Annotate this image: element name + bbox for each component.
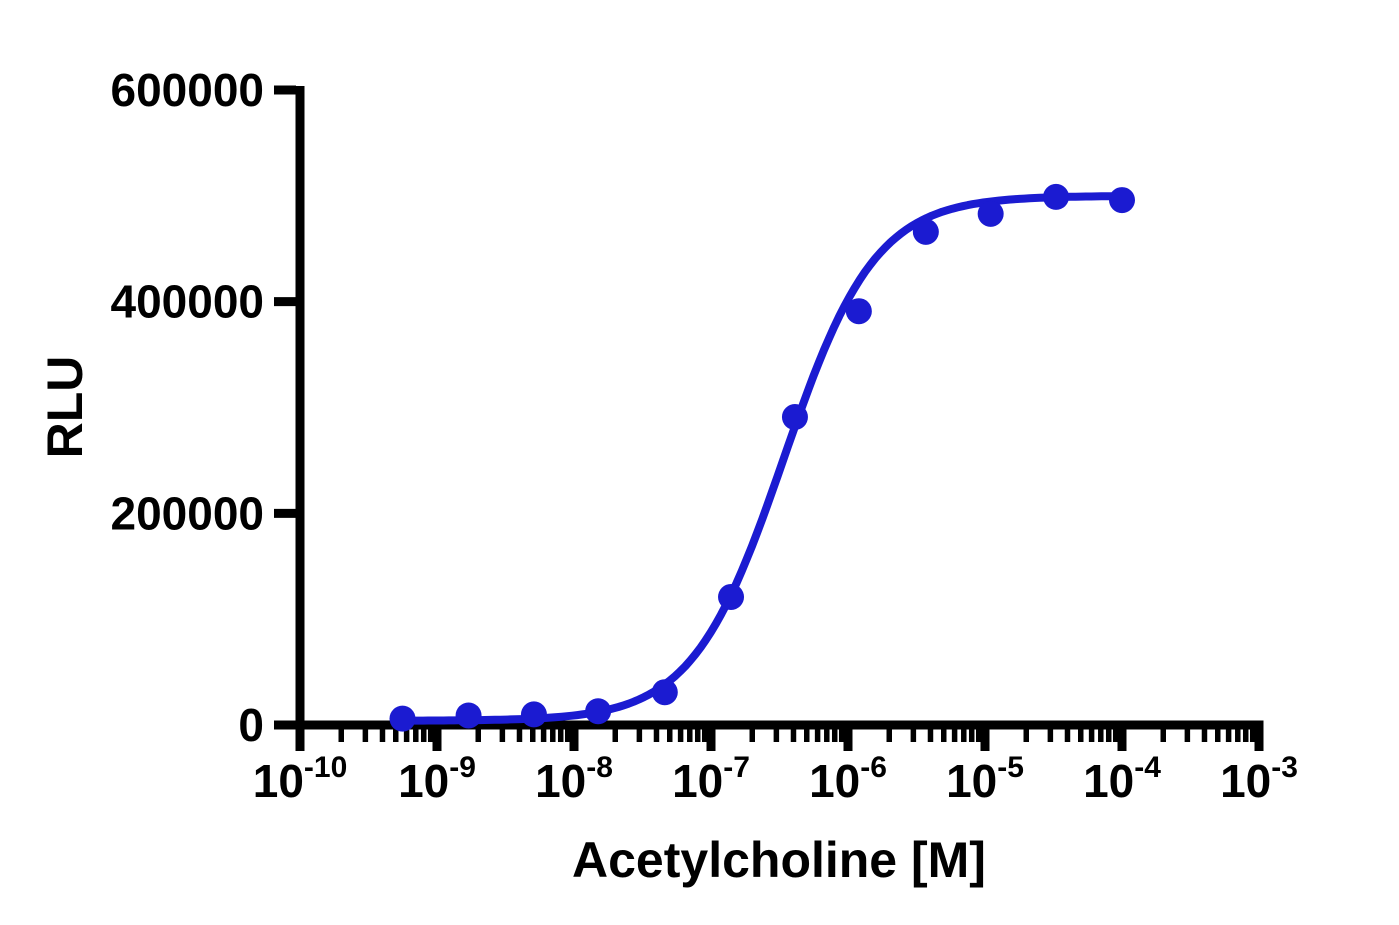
x-tick-label: 10-7 [672, 751, 750, 807]
y-tick-label: 400000 [111, 276, 265, 328]
axes [295, 86, 1264, 730]
plot-area: 0 200000 400000 600000 10-10 10-9 10-8 10-7 10-6… [111, 64, 1298, 807]
x-axis-title: Acetylcholine [M] [572, 832, 986, 888]
data-point [781, 404, 808, 431]
data-point [845, 298, 872, 325]
data-point [455, 702, 482, 729]
x-minor-ticks [338, 729, 1256, 742]
x-tick-label: 10-4 [1083, 751, 1161, 807]
x-tick-label: 10-5 [946, 751, 1024, 807]
data-point [520, 701, 547, 728]
x-ticks: 10-10 10-9 10-8 10-7 10-6 10-5 10-4 10-3 [253, 726, 1298, 807]
x-tick-label: 10-3 [1220, 751, 1298, 807]
x-tick-label: 10-9 [398, 751, 476, 807]
x-tick-label: 10-10 [253, 751, 348, 807]
y-axis-title: RLU [37, 356, 93, 459]
x-tick-label: 10-6 [809, 751, 887, 807]
x-tick-label: 10-8 [535, 751, 613, 807]
data-point [585, 698, 612, 725]
data-point [912, 218, 939, 245]
y-tick-label: 0 [238, 699, 264, 751]
y-tick-label: 200000 [111, 487, 265, 539]
data-point [1109, 187, 1135, 214]
data-point [1043, 183, 1070, 210]
data-point [389, 705, 416, 732]
fit-curve [398, 192, 1126, 725]
data-point [651, 679, 678, 706]
data-point [718, 583, 745, 610]
data-points [389, 183, 1135, 732]
data-point [977, 200, 1004, 227]
y-tick-label: 600000 [111, 64, 265, 116]
y-ticks: 0 200000 400000 600000 [111, 64, 296, 751]
